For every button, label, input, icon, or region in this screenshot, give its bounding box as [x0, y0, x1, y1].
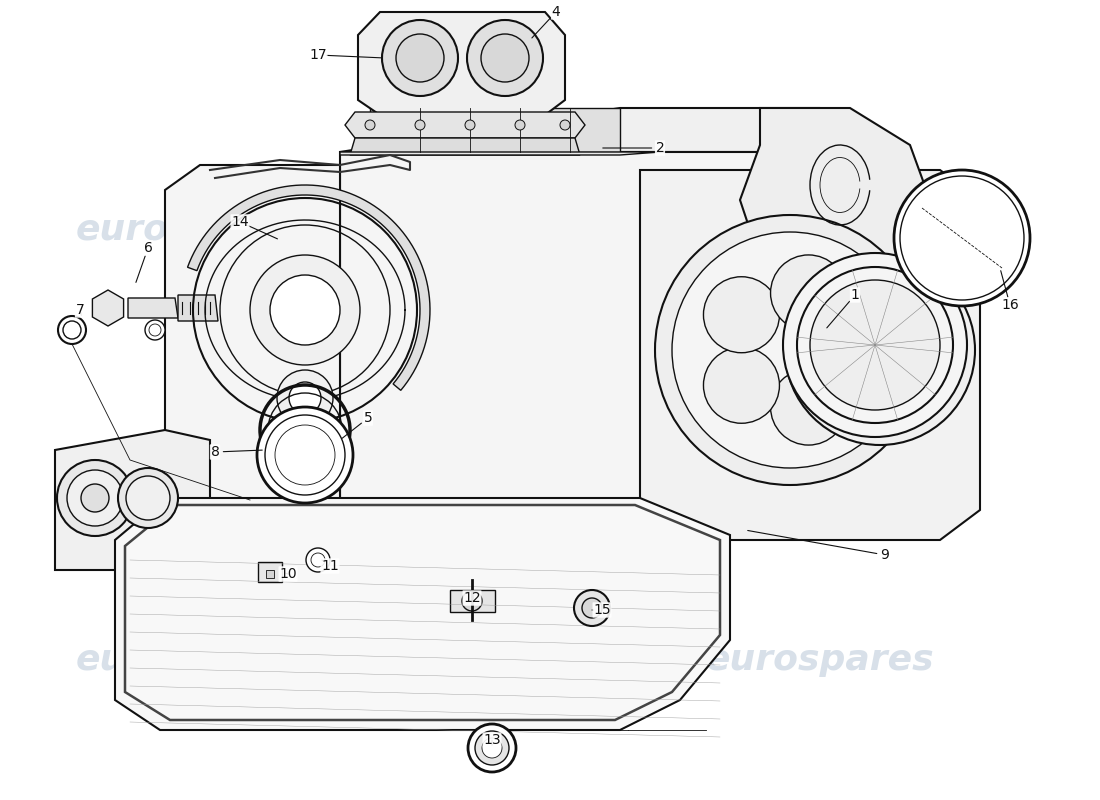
Polygon shape	[340, 152, 660, 155]
Circle shape	[57, 460, 133, 536]
Circle shape	[481, 34, 529, 82]
Circle shape	[145, 320, 165, 340]
Text: eurospares: eurospares	[426, 473, 654, 507]
Circle shape	[465, 120, 475, 130]
Text: 16: 16	[1001, 298, 1019, 312]
Polygon shape	[760, 108, 820, 500]
Circle shape	[812, 312, 888, 388]
Circle shape	[277, 370, 333, 426]
Text: eurospares: eurospares	[706, 643, 934, 677]
Polygon shape	[340, 108, 820, 152]
Circle shape	[250, 255, 360, 365]
Circle shape	[468, 20, 543, 96]
Text: 10: 10	[279, 567, 297, 581]
Circle shape	[482, 738, 502, 758]
Circle shape	[81, 484, 109, 512]
Circle shape	[560, 120, 570, 130]
Circle shape	[574, 590, 611, 626]
Circle shape	[800, 270, 960, 430]
Polygon shape	[55, 430, 210, 570]
Text: 4: 4	[551, 5, 560, 19]
Text: eurospares: eurospares	[706, 473, 934, 507]
Polygon shape	[740, 108, 930, 280]
Text: 13: 13	[483, 733, 500, 747]
Circle shape	[515, 120, 525, 130]
Text: 5: 5	[364, 411, 373, 425]
Circle shape	[67, 470, 123, 526]
Circle shape	[58, 316, 86, 344]
Polygon shape	[370, 108, 620, 152]
Circle shape	[462, 591, 482, 611]
Circle shape	[396, 34, 444, 82]
Text: eurospares: eurospares	[426, 643, 654, 677]
Polygon shape	[258, 562, 282, 582]
Circle shape	[365, 120, 375, 130]
Text: eurospares: eurospares	[76, 643, 305, 677]
Text: eurospares: eurospares	[76, 213, 305, 247]
Circle shape	[118, 468, 178, 528]
Circle shape	[126, 476, 170, 520]
Polygon shape	[358, 12, 565, 115]
Circle shape	[311, 553, 324, 567]
Polygon shape	[116, 498, 730, 730]
Circle shape	[63, 321, 81, 339]
Circle shape	[783, 253, 967, 437]
Polygon shape	[640, 170, 980, 540]
Polygon shape	[178, 295, 218, 321]
Text: 11: 11	[321, 559, 339, 573]
Circle shape	[654, 215, 925, 485]
Polygon shape	[450, 590, 495, 612]
Circle shape	[810, 280, 940, 410]
Circle shape	[257, 407, 353, 503]
Circle shape	[582, 598, 602, 618]
Text: 2: 2	[656, 141, 664, 155]
Circle shape	[306, 548, 330, 572]
Circle shape	[704, 347, 780, 423]
Circle shape	[475, 731, 509, 765]
Text: 14: 14	[231, 215, 249, 229]
Text: 15: 15	[593, 603, 611, 617]
Circle shape	[415, 120, 425, 130]
Circle shape	[148, 324, 161, 336]
Polygon shape	[92, 290, 123, 326]
Polygon shape	[187, 185, 430, 390]
Polygon shape	[266, 570, 274, 578]
Circle shape	[704, 277, 780, 353]
Text: 1: 1	[850, 288, 859, 302]
Circle shape	[289, 382, 321, 414]
Text: 12: 12	[463, 591, 481, 605]
Circle shape	[770, 255, 847, 331]
Circle shape	[785, 255, 975, 445]
Circle shape	[270, 275, 340, 345]
Polygon shape	[165, 165, 340, 500]
Text: eurospares: eurospares	[76, 473, 305, 507]
Circle shape	[894, 170, 1030, 306]
Circle shape	[820, 290, 940, 410]
Polygon shape	[345, 112, 585, 138]
Polygon shape	[128, 298, 178, 318]
Polygon shape	[340, 152, 760, 500]
Text: eurospares: eurospares	[426, 233, 654, 267]
Circle shape	[672, 232, 908, 468]
Text: 6: 6	[144, 241, 153, 255]
Circle shape	[382, 20, 458, 96]
Circle shape	[770, 369, 847, 445]
Text: 9: 9	[881, 548, 890, 562]
Text: 17: 17	[309, 48, 327, 62]
Circle shape	[468, 724, 516, 772]
Polygon shape	[350, 138, 580, 155]
Text: eurospares: eurospares	[706, 233, 934, 267]
Text: 8: 8	[210, 445, 219, 459]
Text: 7: 7	[76, 303, 85, 317]
